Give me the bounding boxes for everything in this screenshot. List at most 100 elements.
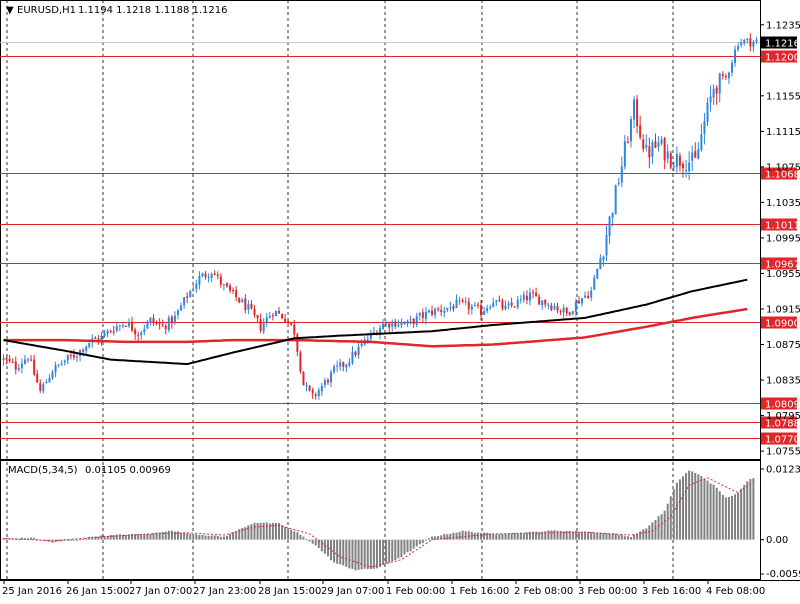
macd-bar-165 xyxy=(507,533,510,540)
macd-bar-9 xyxy=(30,537,33,540)
candle-body-159 xyxy=(489,307,492,309)
candle-body-199 xyxy=(611,213,614,218)
candle-body-110 xyxy=(339,362,342,367)
candle-body-37 xyxy=(115,326,118,331)
macd-bar-24 xyxy=(75,539,78,541)
macd-bar-98 xyxy=(302,536,305,540)
candle-body-117 xyxy=(360,343,363,346)
candle-body-78 xyxy=(241,299,244,303)
time-label-4: 28 Jan 15:00 xyxy=(258,586,321,597)
candle-body-105 xyxy=(323,379,326,386)
candle-body-116 xyxy=(357,346,360,356)
candle-body-31 xyxy=(97,338,100,341)
macd-bar-95 xyxy=(293,531,296,540)
candle-body-38 xyxy=(118,325,121,327)
macd-bar-2 xyxy=(8,538,11,540)
candle-body-52 xyxy=(161,324,164,326)
macd-bar-169 xyxy=(519,532,522,540)
macd-bar-64 xyxy=(198,534,201,540)
candle-body-18 xyxy=(57,364,60,366)
macd-bar-58 xyxy=(180,532,183,540)
macd-bar-171 xyxy=(525,532,528,540)
macd-bar-191 xyxy=(587,531,590,540)
macd-bar-147 xyxy=(452,532,455,540)
candle-body-82 xyxy=(253,308,256,315)
chart-header-arrow: ▼ xyxy=(6,5,14,16)
candle-body-24 xyxy=(75,356,78,358)
candle-body-93 xyxy=(287,320,290,323)
candle-body-44 xyxy=(137,334,140,336)
macd-bar-216 xyxy=(663,510,666,540)
macd-bar-38 xyxy=(118,534,121,540)
time-label-7: 1 Feb 16:00 xyxy=(450,586,509,597)
candle-body-62 xyxy=(192,289,195,291)
macd-bar-8 xyxy=(27,538,30,540)
candle-body-76 xyxy=(235,290,238,298)
time-label-0: 25 Jan 2016 xyxy=(2,586,62,597)
macd-bar-27 xyxy=(85,538,88,540)
macd-bar-67 xyxy=(207,535,210,540)
macd-bar-168 xyxy=(516,533,519,540)
macd-bar-193 xyxy=(593,532,596,540)
level-badge-0 xyxy=(761,50,797,63)
level-badge-5 xyxy=(761,397,797,410)
time-axis: 25 Jan 2016 26 Jan 15:00 27 Jan 07:00 27 Ja… xyxy=(2,580,765,597)
level-label-5: 1.0809 xyxy=(765,400,800,411)
macd-bar-104 xyxy=(320,539,323,552)
candle-body-178 xyxy=(547,304,550,306)
macd-bar-174 xyxy=(535,531,538,540)
macd-bar-175 xyxy=(538,532,541,540)
candle-body-99 xyxy=(305,384,308,387)
candle-body-219 xyxy=(672,166,675,168)
level-badge-4 xyxy=(761,316,797,329)
candle-body-221 xyxy=(678,155,681,166)
macd-bar-166 xyxy=(510,533,513,540)
macd-bar-78 xyxy=(241,527,244,540)
candle-body-72 xyxy=(222,284,225,286)
price-tick-label-4: 1.1035 xyxy=(766,198,800,209)
candle-body-208 xyxy=(639,125,642,138)
candle-body-47 xyxy=(146,321,149,329)
price-tick-label-5: 1.0995 xyxy=(766,233,800,244)
macd-bar-238 xyxy=(730,495,733,540)
candle-body-57 xyxy=(176,310,179,315)
candle-body-196 xyxy=(602,256,605,261)
macd-bar-152 xyxy=(467,531,470,540)
candle-body-7 xyxy=(23,359,26,364)
macd-bar-23 xyxy=(72,539,75,541)
candle-body-13 xyxy=(42,384,45,392)
macd-bar-182 xyxy=(559,530,562,540)
candle-body-226 xyxy=(694,151,697,158)
macd-bar-202 xyxy=(620,534,623,540)
macd-bar-97 xyxy=(299,534,302,540)
macd-bar-197 xyxy=(605,533,608,540)
macd-bar-194 xyxy=(596,532,599,540)
macd-signal-line xyxy=(3,477,754,568)
price-tick-label-0: 1.1235 xyxy=(766,20,800,31)
macd-bar-228 xyxy=(700,476,703,540)
macd-bar-41 xyxy=(128,534,131,540)
price-tick-label-9: 1.0835 xyxy=(766,376,800,387)
candle-body-179 xyxy=(550,305,553,310)
candle-body-154 xyxy=(473,305,476,307)
macd-bar-90 xyxy=(277,523,280,540)
macd-bar-127 xyxy=(391,539,394,562)
candle-body-139 xyxy=(427,310,430,313)
candle-body-238 xyxy=(730,62,733,73)
current-price-label: 1.1216 xyxy=(765,39,800,50)
candle-body-9 xyxy=(30,359,33,361)
macd-bar-63 xyxy=(195,534,198,540)
macd-bar-163 xyxy=(501,534,504,540)
candle-body-4 xyxy=(14,361,17,370)
candle-body-97 xyxy=(299,352,302,372)
macd-bar-113 xyxy=(348,539,351,569)
macd-bar-115 xyxy=(354,539,357,571)
macd-bar-172 xyxy=(528,531,531,540)
candle-body-168 xyxy=(516,299,519,308)
macd-bar-50 xyxy=(155,532,158,540)
macd-bar-219 xyxy=(672,488,675,540)
candle-body-225 xyxy=(691,152,694,161)
macd-bar-120 xyxy=(369,539,372,569)
candle-body-174 xyxy=(535,292,538,297)
macd-bar-186 xyxy=(571,531,574,540)
